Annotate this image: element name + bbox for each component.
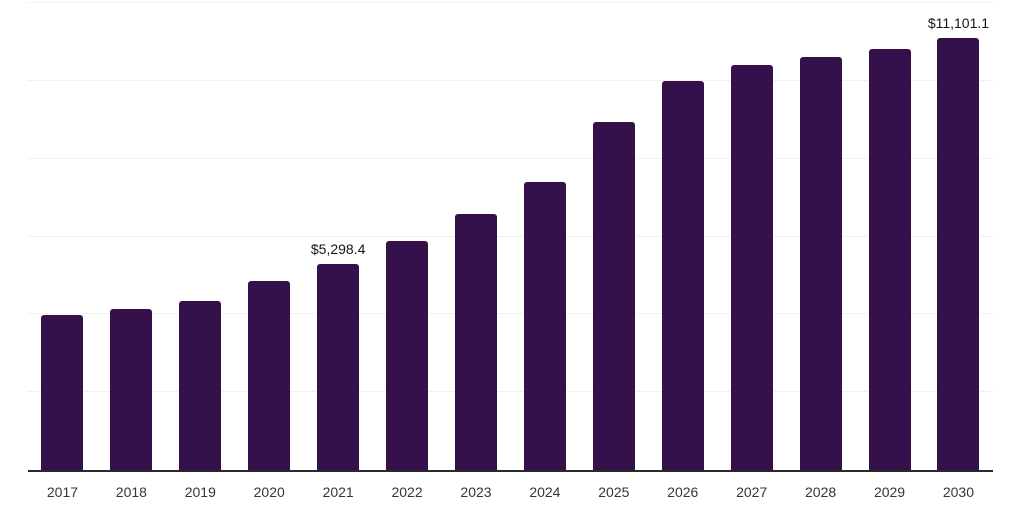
x-tick-2029: 2029 bbox=[873, 484, 906, 500]
bar-slot-2025 bbox=[579, 0, 648, 470]
bar-2025 bbox=[592, 122, 635, 470]
bar-2023 bbox=[454, 214, 497, 470]
bar-2027 bbox=[730, 65, 773, 470]
gridline-12000 bbox=[28, 2, 993, 3]
bar-slot-2024 bbox=[510, 0, 579, 470]
x-tick-2028: 2028 bbox=[805, 484, 837, 500]
x-axis-labels: 2017 2018 2019 2020 2021 2022 2023 2024 2025 2026… bbox=[28, 472, 993, 500]
bar-2019 bbox=[179, 301, 222, 470]
gridline-4000 bbox=[28, 313, 993, 315]
x-tick-2026: 2026 bbox=[667, 484, 699, 500]
bar-2030 bbox=[937, 37, 980, 470]
x-tick-2027: 2027 bbox=[736, 484, 768, 500]
bar-2029 bbox=[868, 49, 911, 470]
bars-container: $5,298.4 $11,101.1 bbox=[28, 0, 993, 470]
x-tick-2018: 2018 bbox=[115, 484, 147, 500]
bar-slot-2019 bbox=[166, 0, 235, 470]
bar-slot-2018 bbox=[97, 0, 166, 470]
bar-slot-2020 bbox=[235, 0, 304, 470]
bar-slot-2030: $11,101.1 bbox=[924, 0, 993, 470]
bar-slot-2028 bbox=[786, 0, 855, 470]
bar-2022 bbox=[386, 241, 429, 470]
x-tick-2017: 2017 bbox=[46, 484, 79, 500]
x-tick-2019: 2019 bbox=[184, 484, 216, 500]
x-tick-2021: 2021 bbox=[322, 484, 354, 500]
bar-slot-2029 bbox=[855, 0, 924, 470]
bar-2021 bbox=[317, 263, 360, 470]
x-tick-2024: 2024 bbox=[529, 484, 561, 500]
gridline-8000 bbox=[28, 157, 993, 159]
bar-slot-2027 bbox=[717, 0, 786, 470]
gridline-2000 bbox=[28, 391, 993, 393]
x-tick-2022: 2022 bbox=[391, 484, 423, 500]
bar-slot-2017 bbox=[28, 0, 97, 470]
gridline-10000 bbox=[28, 79, 993, 81]
x-tick-2030: 2030 bbox=[942, 484, 975, 500]
bar-2018 bbox=[110, 308, 153, 470]
x-tick-2023: 2023 bbox=[460, 484, 492, 500]
bar-2020 bbox=[248, 281, 291, 470]
bar-slot-2026 bbox=[648, 0, 717, 470]
bar-slot-2023 bbox=[442, 0, 511, 470]
gridline-6000 bbox=[28, 235, 993, 237]
data-label-2030: $11,101.1 bbox=[927, 14, 990, 31]
bar-2024 bbox=[523, 181, 566, 470]
plot-area: $5,298.4 $11,101.1 bbox=[28, 0, 993, 472]
data-label-2021: $5,298.4 bbox=[310, 240, 366, 257]
x-tick-2020: 2020 bbox=[253, 484, 285, 500]
bar-2017 bbox=[41, 314, 84, 470]
bar-2026 bbox=[661, 80, 704, 470]
bar-slot-2022 bbox=[373, 0, 442, 470]
x-tick-2025: 2025 bbox=[598, 484, 630, 500]
bar-2028 bbox=[799, 57, 842, 470]
bar-slot-2021: $5,298.4 bbox=[304, 0, 373, 470]
